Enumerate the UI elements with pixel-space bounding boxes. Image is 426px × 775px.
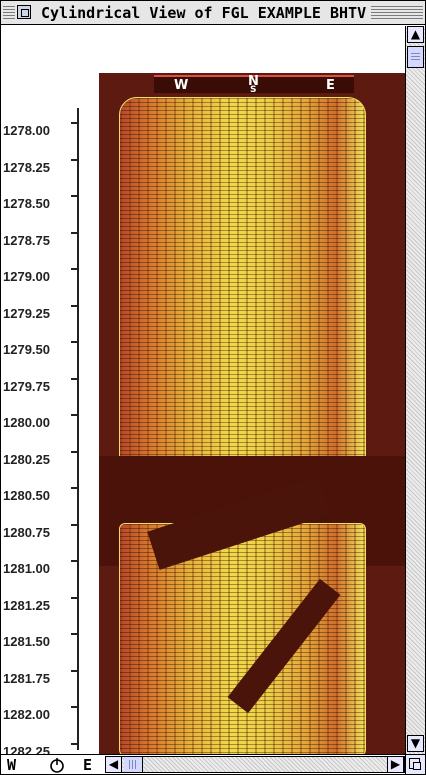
- title-stripes-right: [371, 6, 423, 19]
- log-view-area[interactable]: 1278.00 1278.25 1278.50 1278.75 1279.00 1279.…: [1, 26, 405, 759]
- depth-label: 1278.75: [3, 233, 50, 248]
- horizontal-scroll-thumb[interactable]: [124, 757, 143, 772]
- depth-tick: [71, 743, 79, 745]
- arrow-down-icon[interactable]: ▼: [407, 735, 424, 752]
- depth-tick: [71, 560, 79, 562]
- depth-tick: [71, 706, 79, 708]
- depth-tick: [71, 268, 79, 270]
- vertical-scroll-thumb[interactable]: [407, 46, 424, 68]
- depth-tick: [71, 597, 79, 599]
- bottom-bar: W E ◀ ▶: [1, 754, 425, 774]
- depth-label: 1280.25: [3, 452, 50, 467]
- compass-north-label: N: [248, 74, 259, 89]
- arrow-up-icon[interactable]: ▲: [407, 26, 424, 43]
- depth-tick: [71, 487, 79, 489]
- depth-label: 1279.75: [3, 379, 50, 394]
- depth-label: 1281.50: [3, 634, 50, 649]
- depth-label: 1280.00: [3, 415, 50, 430]
- rotate-icon[interactable]: [49, 757, 65, 773]
- depth-tick: [71, 633, 79, 635]
- compass-east-label: E: [326, 78, 335, 93]
- depth-tick: [71, 232, 79, 234]
- depth-label: 1278.25: [3, 160, 50, 175]
- west-direction-label: W: [7, 756, 17, 774]
- depth-tick: [71, 159, 79, 161]
- horizontal-scrollbar[interactable]: ◀ ▶: [105, 756, 405, 773]
- depth-tick: [71, 305, 79, 307]
- depth-label: 1281.75: [3, 671, 50, 686]
- depth-tick: [71, 341, 79, 343]
- east-direction-label: E: [83, 756, 93, 774]
- depth-tick: [71, 451, 79, 453]
- depth-tick: [71, 195, 79, 197]
- compass-south-label: S: [250, 85, 257, 95]
- depth-tick: [71, 378, 79, 380]
- depth-label: 1278.00: [3, 123, 50, 138]
- title-bar[interactable]: Cylindrical View of FGL EXAMPLE BHTV: [1, 1, 425, 25]
- borehole-image[interactable]: W N S E: [99, 73, 405, 754]
- depth-tick: [71, 670, 79, 672]
- depth-tick: [71, 122, 79, 124]
- depth-label: 1280.50: [3, 488, 50, 503]
- depth-tick: [71, 414, 79, 416]
- depth-label: 1278.50: [3, 196, 50, 211]
- grow-box-icon[interactable]: [405, 755, 425, 774]
- compass-west-label: W: [174, 78, 189, 93]
- depth-axis: 1278.00 1278.25 1278.50 1278.75 1279.00 1279.…: [1, 26, 81, 759]
- depth-label: 1280.75: [3, 525, 50, 540]
- depth-axis-line: [77, 108, 79, 750]
- depth-label: 1281.00: [3, 561, 50, 576]
- compass-band: W N S E: [154, 74, 354, 95]
- depth-label: 1282.00: [3, 707, 50, 722]
- title-stripes-left: [3, 6, 15, 19]
- depth-tick: [71, 524, 79, 526]
- borehole-image-upper: [119, 97, 366, 461]
- window-title: Cylindrical View of FGL EXAMPLE BHTV: [35, 3, 373, 23]
- vertical-scrollbar[interactable]: ▲ ▼: [405, 26, 425, 754]
- depth-label: 1279.25: [3, 306, 50, 321]
- depth-label: 1281.25: [3, 598, 50, 613]
- arrow-right-icon[interactable]: ▶: [387, 756, 404, 773]
- depth-label: 1279.50: [3, 342, 50, 357]
- close-box-icon[interactable]: [17, 5, 31, 19]
- depth-label: 1279.00: [3, 269, 50, 284]
- arrow-left-icon[interactable]: ◀: [105, 756, 122, 773]
